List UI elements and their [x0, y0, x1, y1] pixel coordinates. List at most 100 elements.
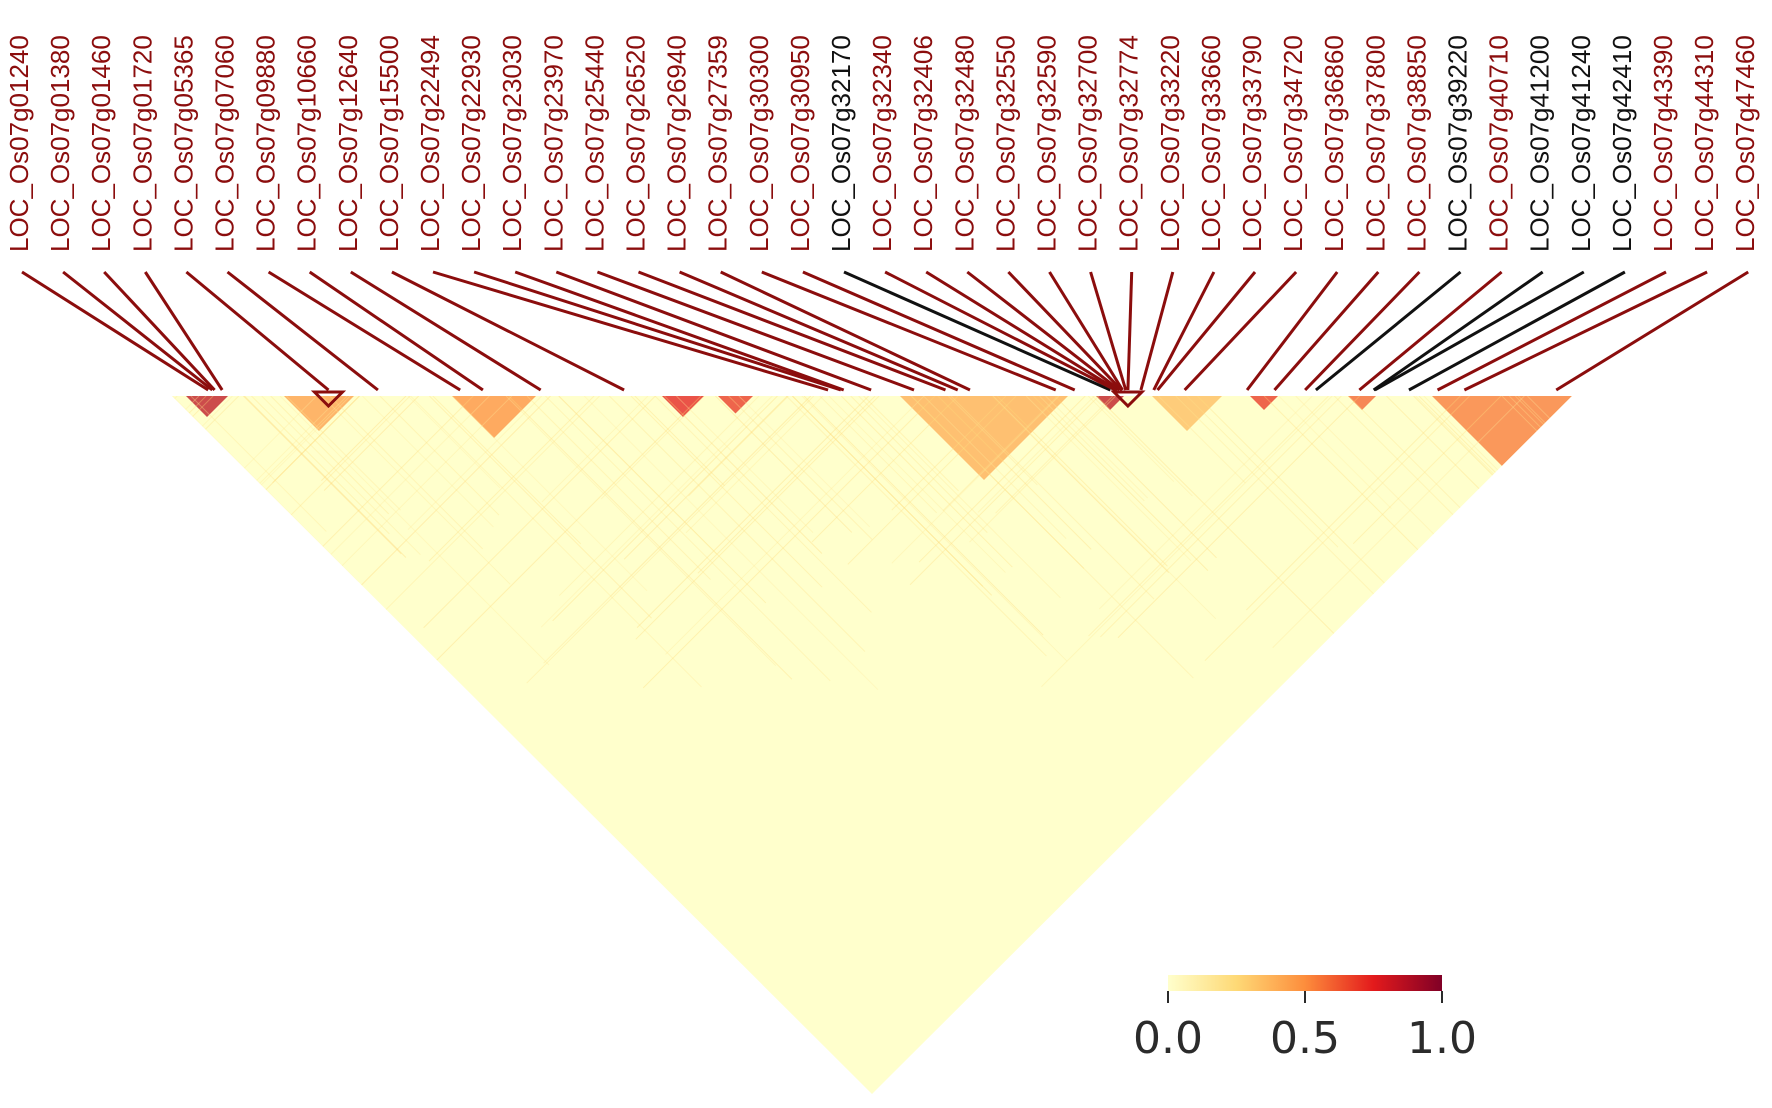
gene-label: LOC_Os07g15500: [374, 35, 404, 252]
ld-texture-line: [505, 396, 777, 667]
ld-texture-line: [508, 396, 793, 680]
ld-texture-line: [803, 396, 1044, 636]
ld-texture-line: [665, 396, 925, 655]
gene-label: LOC_Os07g01380: [45, 35, 75, 252]
ld-texture-line: [540, 396, 773, 628]
gene-label: LOC_Os07g25440: [579, 35, 609, 252]
ld-texture-line: [840, 396, 1013, 568]
ld-texture-line: [630, 396, 823, 588]
ld-texture-line: [329, 396, 484, 550]
gene-connector-line: [514, 270, 845, 392]
ld-texture-line: [654, 396, 872, 613]
gene-label: LOC_Os07g01240: [4, 35, 34, 252]
gene-label: LOC_Os07g41200: [1525, 35, 1555, 252]
ld-hot-blocks: [186, 396, 1572, 480]
ld-texture-line: [423, 396, 656, 629]
ld-texture-line: [911, 396, 1085, 569]
gene-cluster-marker: [310, 390, 347, 409]
gene-connector-line: [473, 270, 842, 392]
ld-texture-line: [819, 396, 938, 514]
ld-texture-line: [261, 396, 421, 556]
ld-texture-line: [1413, 396, 1572, 680]
ld-texture-line: [317, 396, 513, 590]
ld-texture-line: [635, 396, 880, 640]
ld-texture-line: [1157, 396, 1246, 484]
ld-texture-line: [909, 396, 1100, 586]
ld-texture-line: [910, 396, 1194, 679]
ld-texture-line: [1508, 396, 1572, 549]
ld-texture-line: [1092, 396, 1193, 497]
gene-connector-line: [596, 270, 915, 392]
ld-block: [1250, 396, 1278, 410]
ld-texture-line: [688, 396, 789, 497]
ld-texture-line: [1032, 396, 1209, 571]
ld-texture-line: [321, 396, 407, 481]
ld-texture-line: [172, 396, 233, 646]
ld-texture-line: [541, 396, 649, 503]
ld-texture-line: [992, 396, 1217, 620]
gene-connector-line: [637, 270, 947, 392]
ld-texture-line: [634, 396, 725, 487]
ld-texture-line: [923, 396, 1067, 539]
gene-label: LOC_Os07g41240: [1566, 35, 1596, 252]
gene-label: LOC_Os07g12640: [333, 35, 363, 252]
ld-texture-line: [786, 396, 1047, 657]
gene-connector-line: [1152, 271, 1216, 391]
ld-texture-line: [600, 396, 705, 500]
gene-label: LOC_Os07g37800: [1360, 35, 1390, 252]
ld-texture-line: [697, 396, 876, 574]
ld-texture-line: [942, 396, 1059, 512]
ld-texture-line: [1096, 396, 1364, 663]
gene-connector-line: [1273, 271, 1380, 391]
ld-texture-line: [850, 396, 988, 533]
gene-connector-line: [1463, 270, 1708, 392]
ld-texture-line: [410, 396, 702, 688]
gene-label: LOC_Os07g05365: [168, 35, 198, 252]
ld-block: [662, 396, 704, 417]
gene-connector-line: [843, 270, 1111, 392]
ld-texture-line: [279, 396, 550, 666]
ld-texture-line: [244, 396, 407, 558]
ld-texture-line: [642, 396, 936, 689]
ld-texture-line: [728, 396, 873, 540]
ld-texture-line: [685, 396, 824, 534]
colorbar-gradient: [1168, 975, 1442, 991]
ld-texture-line: [190, 396, 327, 532]
ld-texture-line: [270, 396, 389, 515]
gene-label: LOC_Os07g30950: [785, 35, 815, 252]
ld-texture-line: [1088, 396, 1329, 637]
ld-texture-line: [1333, 396, 1457, 518]
gene-connector-line: [144, 271, 224, 391]
gene-connector-line: [267, 270, 461, 392]
ld-texture-line: [950, 396, 1155, 600]
ld-texture-line: [172, 396, 214, 599]
ld-triangle-background: [172, 396, 1572, 1094]
ld-texture-line: [286, 396, 401, 511]
gene-label: LOC_Os07g22494: [415, 35, 445, 252]
gene-connector-line: [966, 270, 1121, 392]
colorbar-ticks: 0.0 0.5 1.0: [1133, 991, 1477, 1064]
ld-block: [1152, 396, 1222, 431]
ld-texture-line: [792, 396, 984, 587]
ld-texture-line: [1045, 396, 1149, 499]
ld-texture-line: [1517, 396, 1572, 609]
gene-connector-line: [1089, 271, 1128, 391]
gene-connector-line: [1245, 271, 1339, 391]
ld-texture-line: [172, 396, 240, 567]
gene-connector-line: [884, 270, 1116, 392]
ld-texture-line: [543, 396, 812, 664]
ld-block: [186, 396, 228, 417]
ld-texture-line: [995, 396, 1114, 514]
gene-connector-line: [185, 270, 330, 392]
gene-label: LOC_Os07g32170: [826, 35, 856, 252]
ld-texture-line: [623, 396, 788, 560]
ld-texture-line: [977, 396, 1095, 513]
gene-connector-line: [226, 270, 379, 392]
ld-texture-line: [1117, 396, 1361, 639]
ld-texture-line: [937, 396, 1092, 550]
gene-connector-line: [1314, 270, 1462, 392]
gene-label: LOC_Os07g33220: [1155, 35, 1185, 252]
gene-connector-line: [1156, 271, 1257, 391]
gene-label: LOC_Os07g10660: [292, 35, 322, 252]
